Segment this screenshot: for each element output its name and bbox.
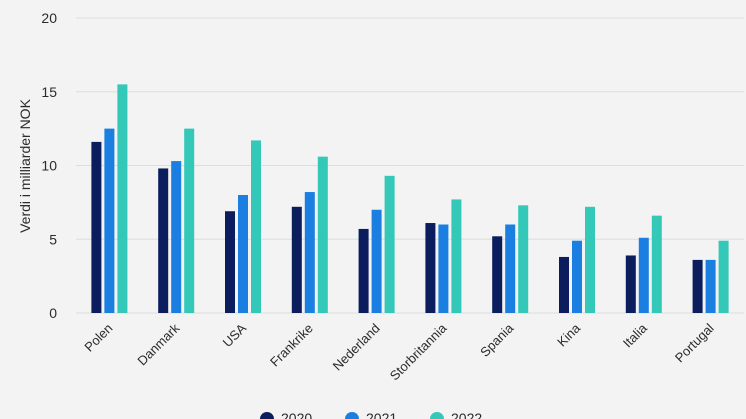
bar-danmark-2022[interactable]	[184, 128, 195, 313]
bar-portugal-2020[interactable]	[692, 259, 703, 313]
legend-swatch	[345, 412, 359, 419]
legend-item-2020[interactable]: 2020	[260, 410, 312, 419]
x-category-label: Storbritannia	[387, 320, 450, 383]
x-category-label: Danmark	[134, 320, 182, 368]
bar-spania-2022[interactable]	[518, 205, 529, 313]
bar-italia-2020[interactable]	[625, 255, 636, 313]
bar-frankrike-2020[interactable]	[291, 206, 302, 313]
x-category-label: Italia	[620, 320, 651, 351]
bar-polen-2022[interactable]	[117, 84, 128, 313]
x-category-label: Portugal	[672, 320, 717, 365]
bar-spania-2020[interactable]	[492, 236, 503, 313]
bar-spania-2021[interactable]	[505, 224, 516, 314]
bar-storbritannia-2021[interactable]	[438, 224, 449, 314]
bar-polen-2021[interactable]	[104, 128, 115, 313]
y-tick-label: 10	[41, 158, 57, 174]
legend[interactable]: 2020 2021 2022	[260, 410, 482, 419]
legend-swatch	[430, 412, 444, 419]
bar-nederland-2020[interactable]	[358, 228, 369, 313]
bar-usa-2021[interactable]	[238, 195, 248, 313]
legend-label: 2022	[451, 410, 482, 419]
bar-kina-2022[interactable]	[585, 206, 595, 313]
x-category-label: USA	[220, 320, 250, 350]
bar-italia-2021[interactable]	[638, 237, 649, 313]
legend-label: 2020	[281, 410, 312, 419]
y-axis-ticks: 0 5 10 15 20	[41, 10, 57, 321]
bar-frankrike-2021[interactable]	[304, 192, 315, 313]
bar-frankrike-2022[interactable]	[317, 156, 328, 313]
y-axis-title: Verdi i milliarder NOK	[17, 98, 33, 232]
x-category-label: Nederland	[330, 321, 383, 374]
x-axis-category-labels: Polen Danmark USA Frankrike Nederland Storbri…	[81, 320, 716, 383]
bar-danmark-2020[interactable]	[158, 168, 169, 313]
x-category-label: Kina	[554, 320, 584, 350]
legend-label: 2021	[366, 410, 397, 419]
bar-danmark-2021[interactable]	[171, 161, 182, 313]
bar-kina-2020[interactable]	[559, 256, 569, 313]
bar-kina-2021[interactable]	[572, 240, 582, 313]
bars	[91, 84, 729, 314]
x-category-label: Spania	[477, 320, 517, 360]
x-category-label: Polen	[81, 321, 115, 355]
x-category-label: Frankrike	[267, 321, 316, 370]
bar-portugal-2022[interactable]	[718, 240, 729, 313]
y-tick-label: 0	[49, 305, 57, 321]
legend-item-2022[interactable]: 2022	[430, 410, 482, 419]
y-tick-label: 15	[41, 84, 57, 100]
y-tick-label: 5	[49, 231, 57, 247]
legend-item-2021[interactable]: 2021	[345, 410, 397, 419]
bar-portugal-2021[interactable]	[705, 259, 716, 313]
y-tick-label: 20	[41, 10, 57, 26]
bar-usa-2022[interactable]	[251, 140, 261, 313]
legend-swatch	[260, 412, 274, 419]
bar-italia-2022[interactable]	[651, 215, 662, 313]
bar-polen-2020[interactable]	[91, 141, 102, 313]
bar-storbritannia-2022[interactable]	[451, 199, 462, 313]
bar-usa-2020[interactable]	[225, 211, 235, 313]
bar-nederland-2021[interactable]	[371, 209, 382, 313]
bar-nederland-2022[interactable]	[384, 175, 395, 313]
bar-storbritannia-2020[interactable]	[425, 223, 436, 313]
